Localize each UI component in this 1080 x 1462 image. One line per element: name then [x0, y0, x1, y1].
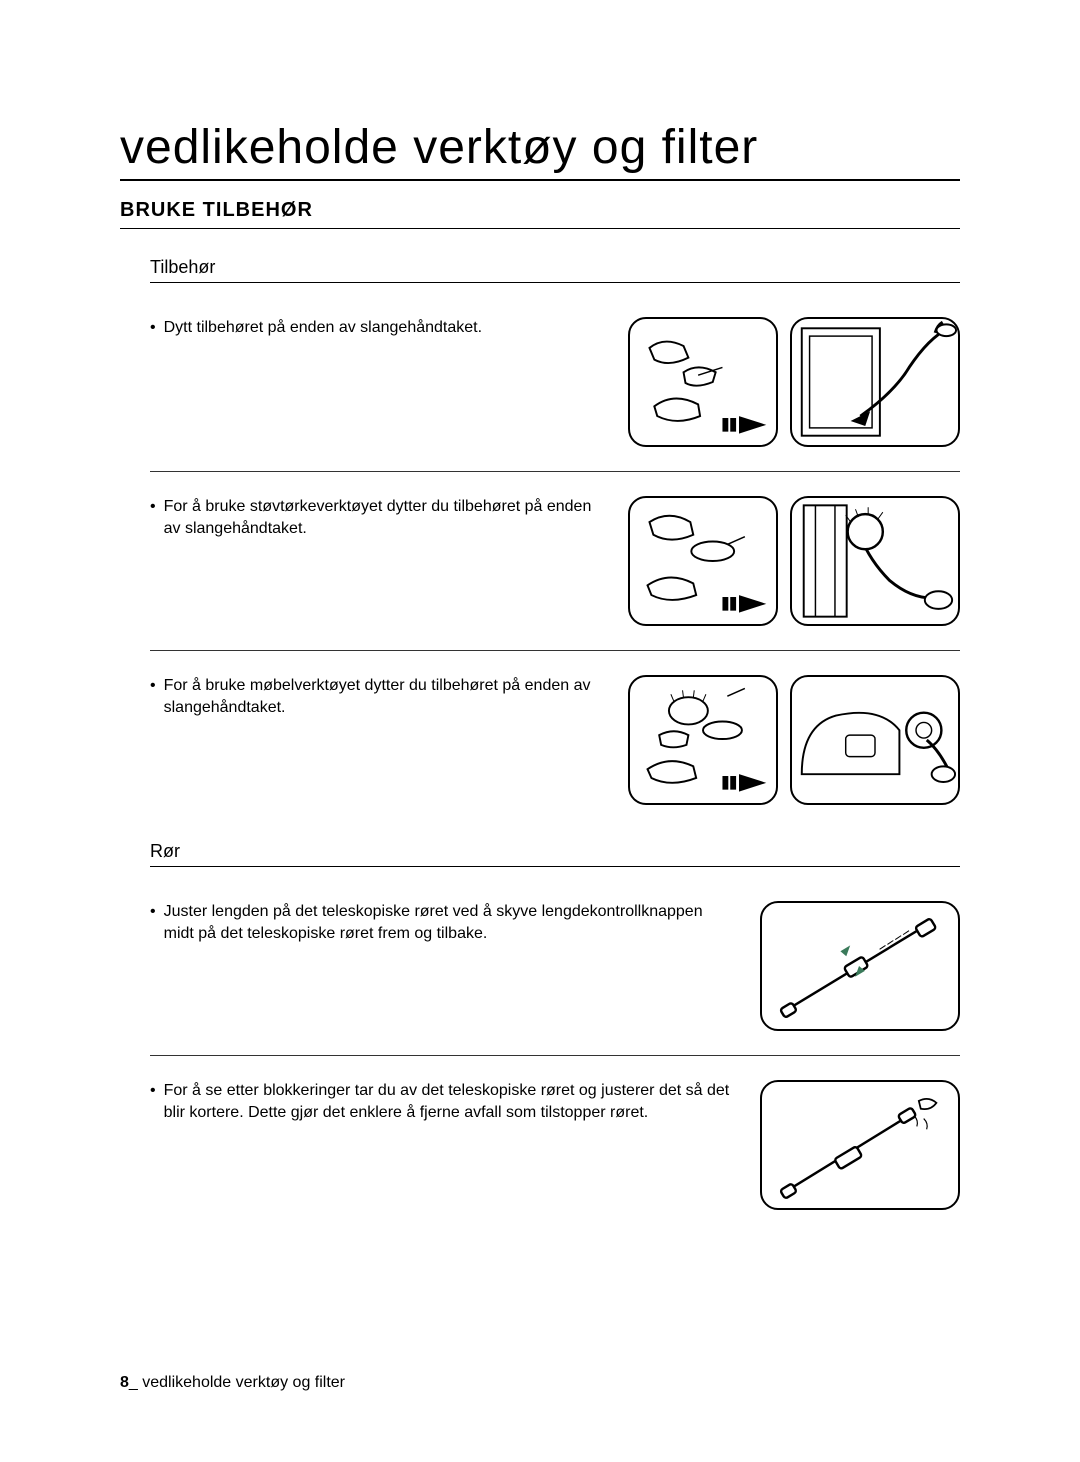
illustration-upholstery-use — [790, 675, 960, 805]
instruction-body: For å bruke møbelverktøyet dytter du til… — [164, 675, 604, 720]
illustration-telescopic-adjust — [760, 901, 960, 1031]
instruction-row: • For å bruke møbelverktøyet dytter du t… — [150, 661, 960, 819]
illustration-upholstery-parts — [628, 675, 778, 805]
instruction-text: • For å se etter blokkeringer tar du av … — [150, 1080, 736, 1125]
subheading-pipe: Rør — [150, 841, 960, 867]
bullet-icon: • — [150, 675, 156, 720]
illustration-accessory-parts — [628, 317, 778, 447]
instruction-body: Dytt tilbehøret på enden av slangehåndta… — [164, 317, 482, 339]
bullet-icon: • — [150, 1080, 156, 1125]
illustration-dust-tool-use — [790, 496, 960, 626]
instruction-body: For å se etter blokkeringer tar du av de… — [164, 1080, 736, 1125]
instruction-text: • For å bruke støvtørkeverktøyet dytter … — [150, 496, 604, 541]
page-number: 8 — [120, 1374, 129, 1391]
bullet-icon: • — [150, 496, 156, 541]
instruction-text: • For å bruke møbelverktøyet dytter du t… — [150, 675, 604, 720]
page-footer: 8_ vedlikeholde verktøy og filter — [120, 1374, 345, 1392]
instruction-row: • Dytt tilbehøret på enden av slangehånd… — [150, 303, 960, 461]
footer-separator: _ — [129, 1374, 142, 1391]
instruction-row: • For å se etter blokkeringer tar du av … — [150, 1066, 960, 1224]
illustration-dust-tool-parts — [628, 496, 778, 626]
instruction-text: • Juster lengden på det teleskopiske rør… — [150, 901, 736, 946]
illustration-telescopic-check — [760, 1080, 960, 1210]
page-title: vedlikeholde verktøy og filter — [120, 120, 960, 181]
bullet-icon: • — [150, 317, 156, 339]
instruction-text: • Dytt tilbehøret på enden av slangehånd… — [150, 317, 604, 339]
illustration-crevice-use — [790, 317, 960, 447]
instruction-body: For å bruke støvtørkeverktøyet dytter du… — [164, 496, 604, 541]
subheading-accessories: Tilbehør — [150, 257, 960, 283]
instruction-body: Juster lengden på det teleskopiske røret… — [164, 901, 736, 946]
instruction-row: • Juster lengden på det teleskopiske rør… — [150, 887, 960, 1045]
instruction-row: • For å bruke støvtørkeverktøyet dytter … — [150, 482, 960, 640]
section-heading: BRUKE TILBEHØR — [120, 199, 960, 229]
bullet-icon: • — [150, 901, 156, 946]
footer-title: vedlikeholde verktøy og filter — [142, 1374, 345, 1391]
